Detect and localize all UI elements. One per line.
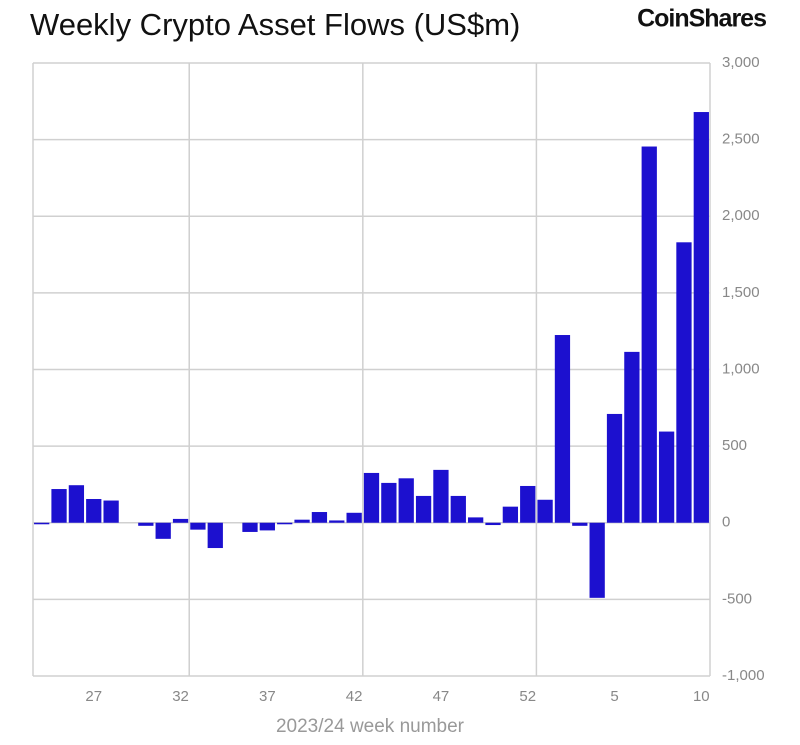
bar — [34, 522, 50, 525]
y-tick-label: 2,000 — [722, 207, 760, 224]
y-tick-label: 3,000 — [722, 54, 760, 71]
bar — [502, 506, 519, 523]
bar — [468, 517, 484, 523]
bar — [259, 522, 275, 531]
bar — [398, 478, 414, 523]
x-axis-label: 2023/24 week number — [276, 716, 465, 737]
bar — [242, 522, 258, 532]
bar — [624, 351, 640, 523]
bar — [346, 512, 362, 523]
brand-logo: CoinShares — [637, 5, 766, 33]
bar — [155, 522, 171, 539]
bar — [450, 495, 466, 523]
bar — [433, 469, 449, 523]
bar — [415, 495, 432, 523]
y-tick-label: -500 — [722, 590, 752, 607]
y-tick-label: 1,500 — [722, 284, 760, 301]
x-tick-label: 32 — [172, 688, 189, 705]
bar — [190, 522, 206, 530]
x-tick-label: 27 — [85, 688, 102, 705]
bar — [329, 520, 345, 523]
bar — [207, 522, 223, 549]
x-tick-label: 10 — [693, 688, 710, 705]
x-tick-label: 52 — [519, 688, 536, 705]
bar — [658, 431, 675, 523]
y-tick-label: 500 — [722, 437, 747, 454]
bar — [51, 489, 67, 523]
bar — [138, 522, 154, 526]
bar — [641, 146, 657, 523]
bar — [537, 499, 553, 523]
bar — [554, 335, 571, 523]
bar — [572, 522, 588, 526]
y-tick-label: 2,500 — [722, 131, 760, 148]
bar — [294, 519, 310, 523]
bar — [381, 482, 397, 523]
bar — [606, 413, 623, 523]
bar — [311, 512, 328, 523]
chart-title: Weekly Crypto Asset Flows (US$m) — [30, 7, 520, 42]
bar — [363, 472, 380, 523]
bar — [676, 242, 692, 523]
bar — [485, 522, 501, 526]
y-tick-label: 0 — [722, 514, 730, 531]
x-tick-label: 5 — [610, 688, 618, 705]
bar — [86, 498, 102, 523]
x-tick-label: 37 — [259, 688, 276, 705]
y-tick-label: -1,000 — [722, 667, 765, 684]
bar — [520, 485, 536, 523]
x-tick-label: 42 — [346, 688, 363, 705]
bar — [103, 500, 119, 523]
bar — [68, 485, 85, 523]
x-tick-label: 47 — [433, 688, 450, 705]
bar — [693, 112, 709, 523]
bar — [277, 522, 293, 525]
bar — [589, 522, 605, 598]
y-tick-label: 1,000 — [722, 360, 760, 377]
bar — [172, 518, 189, 523]
